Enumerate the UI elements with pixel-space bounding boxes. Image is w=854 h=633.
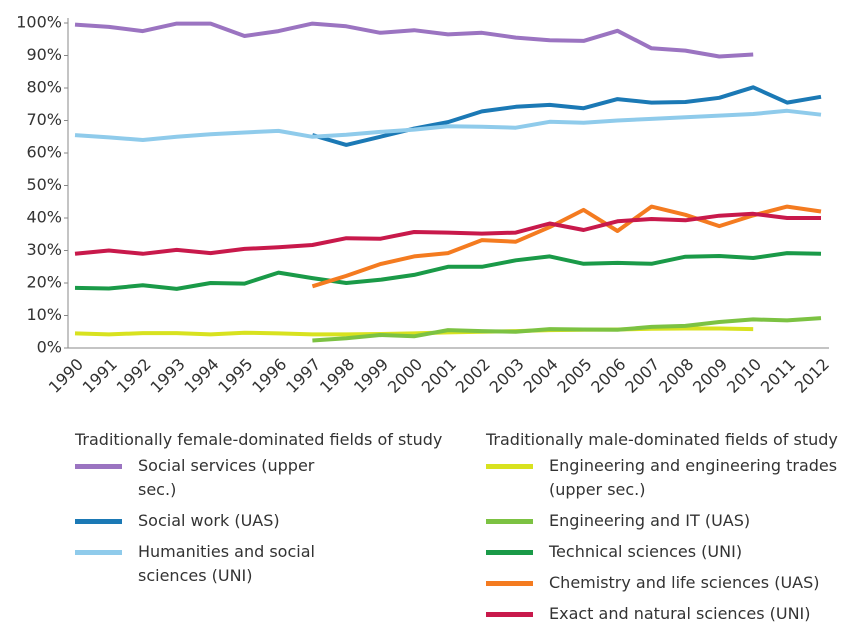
legend-item: Chemistry and life sciences (UAS) [486, 571, 854, 595]
x-tick-label: 1997 [282, 355, 324, 397]
legend-swatch [486, 550, 533, 555]
legend-item: Humanities and social sciences (UNI) [75, 540, 475, 588]
x-tick-label: 2003 [486, 355, 528, 397]
legend-item: Social work (UAS) [75, 509, 475, 533]
legend-group: Traditionally female-dominated fields of… [75, 428, 475, 595]
legend-swatch [75, 550, 122, 555]
x-tick-label: 2000 [384, 355, 426, 397]
legend-item: Exact and natural sciences (UNI) [486, 602, 854, 626]
legend-swatch [486, 519, 533, 524]
legend-item: Engineering and IT (UAS) [486, 509, 854, 533]
y-tick-label: 90% [26, 45, 62, 64]
x-tick-label: 2001 [418, 355, 460, 397]
legend-swatch [75, 464, 122, 469]
legend-label: Engineering and engineering trades (uppe… [549, 456, 838, 499]
legend-label: Social work (UAS) [138, 511, 280, 530]
x-tick-label: 2010 [723, 355, 765, 397]
x-tick-label: 2009 [689, 355, 731, 397]
x-tick-label: 1991 [79, 355, 121, 397]
x-tick-label: 1990 [45, 355, 87, 397]
series-line [74, 326, 754, 337]
chart: 0%10%20%30%40%50%60%70%80%90%100%1990199… [16, 13, 833, 397]
y-tick-label: 0% [37, 338, 62, 357]
legend-title: Traditionally male-dominated fields of s… [486, 430, 838, 449]
x-tick-label: 1993 [147, 355, 189, 397]
x-tick-label: 2008 [655, 355, 697, 397]
x-tick-label: 2007 [621, 355, 663, 397]
x-tick-label: 2004 [520, 355, 562, 397]
x-tick-label: 2011 [757, 355, 799, 397]
series-line [74, 21, 754, 59]
x-tick-label: 1998 [316, 355, 358, 397]
x-tick-label: 1995 [214, 355, 256, 397]
legend-swatch [486, 612, 533, 617]
legend-swatch [486, 464, 533, 469]
legend-group: Traditionally male-dominated fields of s… [486, 428, 854, 633]
x-tick-label: 2002 [452, 355, 494, 397]
series-line [312, 316, 822, 343]
x-tick-label: 2005 [553, 355, 595, 397]
x-tick-label: 1992 [113, 355, 155, 397]
y-tick-label: 60% [26, 143, 62, 162]
legend-item: Technical sciences (UNI) [486, 540, 854, 564]
legend-title: Traditionally female-dominated fields of… [75, 430, 443, 449]
legend-swatch [486, 581, 533, 586]
series-line [74, 251, 822, 291]
legend-item: Social services (upper sec.) [75, 454, 475, 502]
x-tick-label: 1994 [180, 355, 222, 397]
y-tick-label: 50% [26, 175, 62, 194]
legend-label: Technical sciences (UNI) [549, 542, 743, 561]
y-tick-label: 100% [16, 13, 62, 32]
legend-label: Chemistry and life sciences (UAS) [549, 573, 820, 592]
legend-label: Humanities and social sciences (UNI) [138, 542, 315, 585]
x-tick-label: 2006 [587, 355, 629, 397]
y-tick-label: 70% [26, 110, 62, 129]
y-tick-label: 20% [26, 273, 62, 292]
y-tick-label: 10% [26, 305, 62, 324]
legend-label: Engineering and IT (UAS) [549, 511, 751, 530]
y-tick-label: 30% [26, 240, 62, 259]
legend-label: Exact and natural sciences (UNI) [549, 604, 811, 623]
legend-swatch [75, 519, 122, 524]
series-line [74, 211, 821, 256]
series-line [74, 108, 822, 142]
legend-item: Engineering and engineering trades (uppe… [486, 454, 854, 502]
x-tick-label: 2012 [791, 355, 833, 397]
y-tick-label: 40% [26, 208, 62, 227]
y-tick-label: 80% [26, 78, 62, 97]
x-tick-label: 1996 [248, 355, 290, 397]
legend-label: Social services (upper sec.) [138, 456, 315, 499]
x-tick-label: 1999 [350, 355, 392, 397]
series-line [311, 204, 822, 289]
